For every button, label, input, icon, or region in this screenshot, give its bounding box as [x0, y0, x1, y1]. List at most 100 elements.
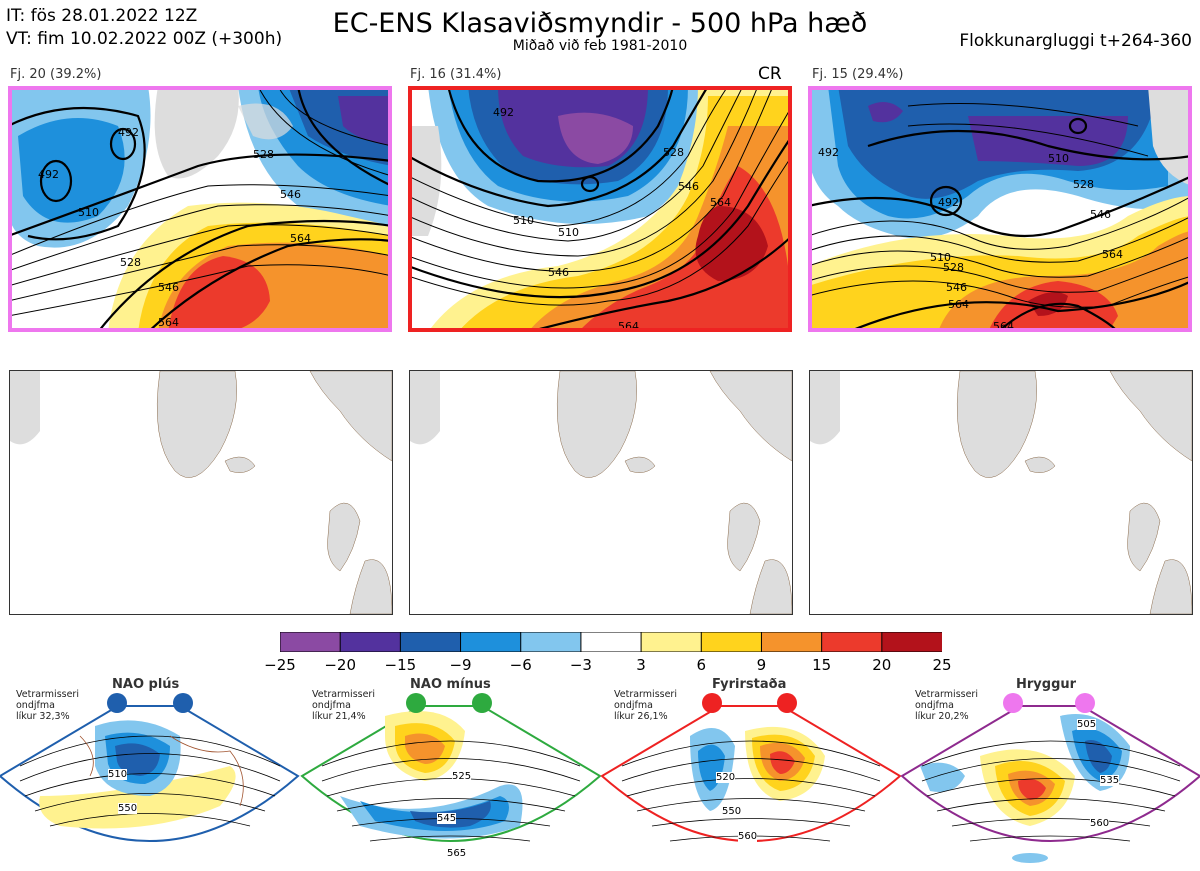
regime-3-marker-1 — [702, 693, 722, 713]
colorbar-tick-label: −3 — [569, 656, 592, 674]
cluster-3-contour-label: 510 — [930, 251, 951, 264]
cluster-2-contour-label: 492 — [493, 106, 514, 119]
cluster-1-contour-label: 528 — [120, 256, 141, 269]
regime-1-marker-1 — [107, 693, 127, 713]
cluster-2-contour-label: 564 — [710, 196, 731, 209]
regime-1-title: NAO plús — [112, 677, 180, 692]
cluster-3-contour-label: 528 — [943, 261, 964, 274]
init-time: IT: fös 28.01.2022 12Z — [6, 6, 198, 26]
colorbar-swatch — [339, 632, 402, 652]
regime-ridge-map — [900, 705, 1200, 863]
colorbar-swatch — [280, 632, 342, 652]
cluster-3-contour-label: 492 — [938, 196, 959, 209]
cluster-1-contour-label: 546 — [158, 281, 179, 294]
cluster-2-frame — [408, 86, 792, 332]
cluster-2-contour-label: 528 — [663, 146, 684, 159]
colorbar-tick-label: 9 — [756, 656, 767, 674]
colorbar-tick-label: −20 — [324, 656, 356, 674]
colorbar-tick-label: −6 — [509, 656, 532, 674]
colorbar-tick-label: 25 — [932, 656, 952, 674]
colorbar-swatch — [821, 632, 883, 652]
colorbar — [280, 632, 942, 652]
colorbar-tick-label: −9 — [449, 656, 472, 674]
base-map-3 — [809, 370, 1193, 615]
cluster-1-frame — [8, 86, 392, 332]
cluster-2-contour-label: 546 — [548, 266, 569, 279]
regime-2-title: NAO mínus — [410, 677, 491, 692]
regimes-row — [0, 676, 1200, 871]
cluster-3-label: Fj. 15 (29.4%) — [812, 67, 904, 82]
regime-3-marker-2 — [777, 693, 797, 713]
colorbar-swatch — [760, 632, 823, 652]
colorbar-swatch — [399, 632, 462, 652]
regime-4-contour-label: 560 — [1090, 818, 1110, 829]
regime-2-contour-label: 525 — [452, 771, 472, 782]
regime-4-marker-2 — [1075, 693, 1095, 713]
cluster-1-contour-label: 510 — [78, 206, 99, 219]
colorbar-tick-label: −25 — [264, 656, 296, 674]
cluster-3-contour-label: 564 — [948, 298, 969, 311]
colorbar-tick-label: 20 — [872, 656, 892, 674]
cluster-3-contour-label: 564 — [1102, 248, 1123, 261]
colorbar-tick-label: 3 — [636, 656, 646, 674]
cluster-1-map: 492 492 510 528 546 564 528 546 564 — [8, 86, 392, 332]
cluster-1-contour-label: 546 — [280, 188, 301, 201]
regime-3-contour-label: 520 — [716, 772, 736, 783]
base-map-2 — [409, 370, 793, 615]
regime-1-contour-label: 510 — [108, 769, 128, 780]
cluster-1-label: Fj. 20 (39.2%) — [10, 67, 102, 82]
regime-3-note: Vetrarmisseri ondjfma líkur 26,1% — [614, 689, 677, 722]
cluster-3-contour-label: 546 — [1090, 208, 1111, 221]
cluster-1-contour-label: 492 — [38, 168, 59, 181]
regime-3-contour-label: 550 — [722, 806, 742, 817]
cluster-2-contour-label: 510 — [558, 226, 579, 239]
regime-4-title: Hryggur — [1016, 677, 1077, 692]
cluster-2-contour-label: 546 — [678, 180, 699, 193]
colorbar-swatch — [460, 632, 522, 652]
colorbar-swatch — [580, 632, 643, 652]
regime-4-note: Vetrarmisseri ondjfma líkur 20,2% — [915, 689, 978, 722]
cluster-1-contour-label: 564 — [290, 232, 311, 245]
regime-4-contour-label: 505 — [1077, 719, 1097, 730]
cluster-1-contour-label: 528 — [253, 148, 274, 161]
cluster-3-contour-label: 528 — [1073, 178, 1094, 191]
colorbar-swatch — [640, 632, 703, 652]
regime-1-marker-2 — [173, 693, 193, 713]
regime-4-marker-1 — [1003, 693, 1023, 713]
page-title: EC-ENS Klasaviðsmyndir - 500 hPa hæð — [332, 8, 868, 39]
cluster-2-contour-label: 510 — [513, 214, 534, 227]
regime-2-marker-2 — [472, 693, 492, 713]
regime-3-contour-label: 560 — [738, 831, 758, 842]
regime-2-note: Vetrarmisseri ondjfma líkur 21,4% — [312, 689, 375, 722]
cluster-3-contour-label: 492 — [818, 146, 839, 159]
cluster-2-map: 510 492 528 546 564 528 510 546 564 — [408, 86, 792, 332]
colorbar-swatch — [881, 632, 942, 652]
cluster-3-contour-label: 510 — [1048, 152, 1069, 165]
cluster-1-contour-label: 564 — [158, 316, 179, 329]
regime-blocking-map — [600, 705, 902, 842]
regime-1-note: Vetrarmisseri ondjfma líkur 32,3% — [16, 689, 79, 722]
cluster-2-label: Fj. 16 (31.4%) — [410, 67, 502, 82]
colorbar-swatch — [520, 632, 582, 652]
regime-4-contour-label: 535 — [1100, 775, 1120, 786]
cluster-1-contour-label: 492 — [118, 126, 139, 139]
regime-nao-minus-map — [300, 705, 602, 842]
colorbar-tick-label: 6 — [696, 656, 707, 674]
classification-window: Flokkunargluggi t+264-360 — [959, 31, 1192, 51]
cluster-2-tag: CR — [758, 64, 782, 84]
page-subtitle: Miðað við feb 1981-2010 — [512, 38, 688, 54]
base-map-1 — [9, 370, 393, 615]
colorbar-tick-label: −15 — [384, 656, 417, 674]
regime-2-contour-label: 545 — [437, 813, 457, 824]
regime-3-title: Fyrirstaða — [712, 677, 787, 692]
regime-1-contour-label: 550 — [118, 803, 138, 814]
regime-2-marker-1 — [406, 693, 426, 713]
valid-time: VT: fim 10.02.2022 00Z (+300h) — [6, 29, 283, 49]
colorbar-swatch — [700, 632, 763, 652]
cluster-3-contour-label: 546 — [946, 281, 967, 294]
colorbar-tick-label: 15 — [812, 656, 832, 674]
regime-2-contour-label: 565 — [447, 848, 467, 859]
cluster-3-frame — [808, 86, 1192, 332]
cluster-3-map: 510 492 510 528 546 564 492 528 546 564 … — [808, 86, 1192, 332]
regime-nao-plus-map — [0, 705, 300, 842]
